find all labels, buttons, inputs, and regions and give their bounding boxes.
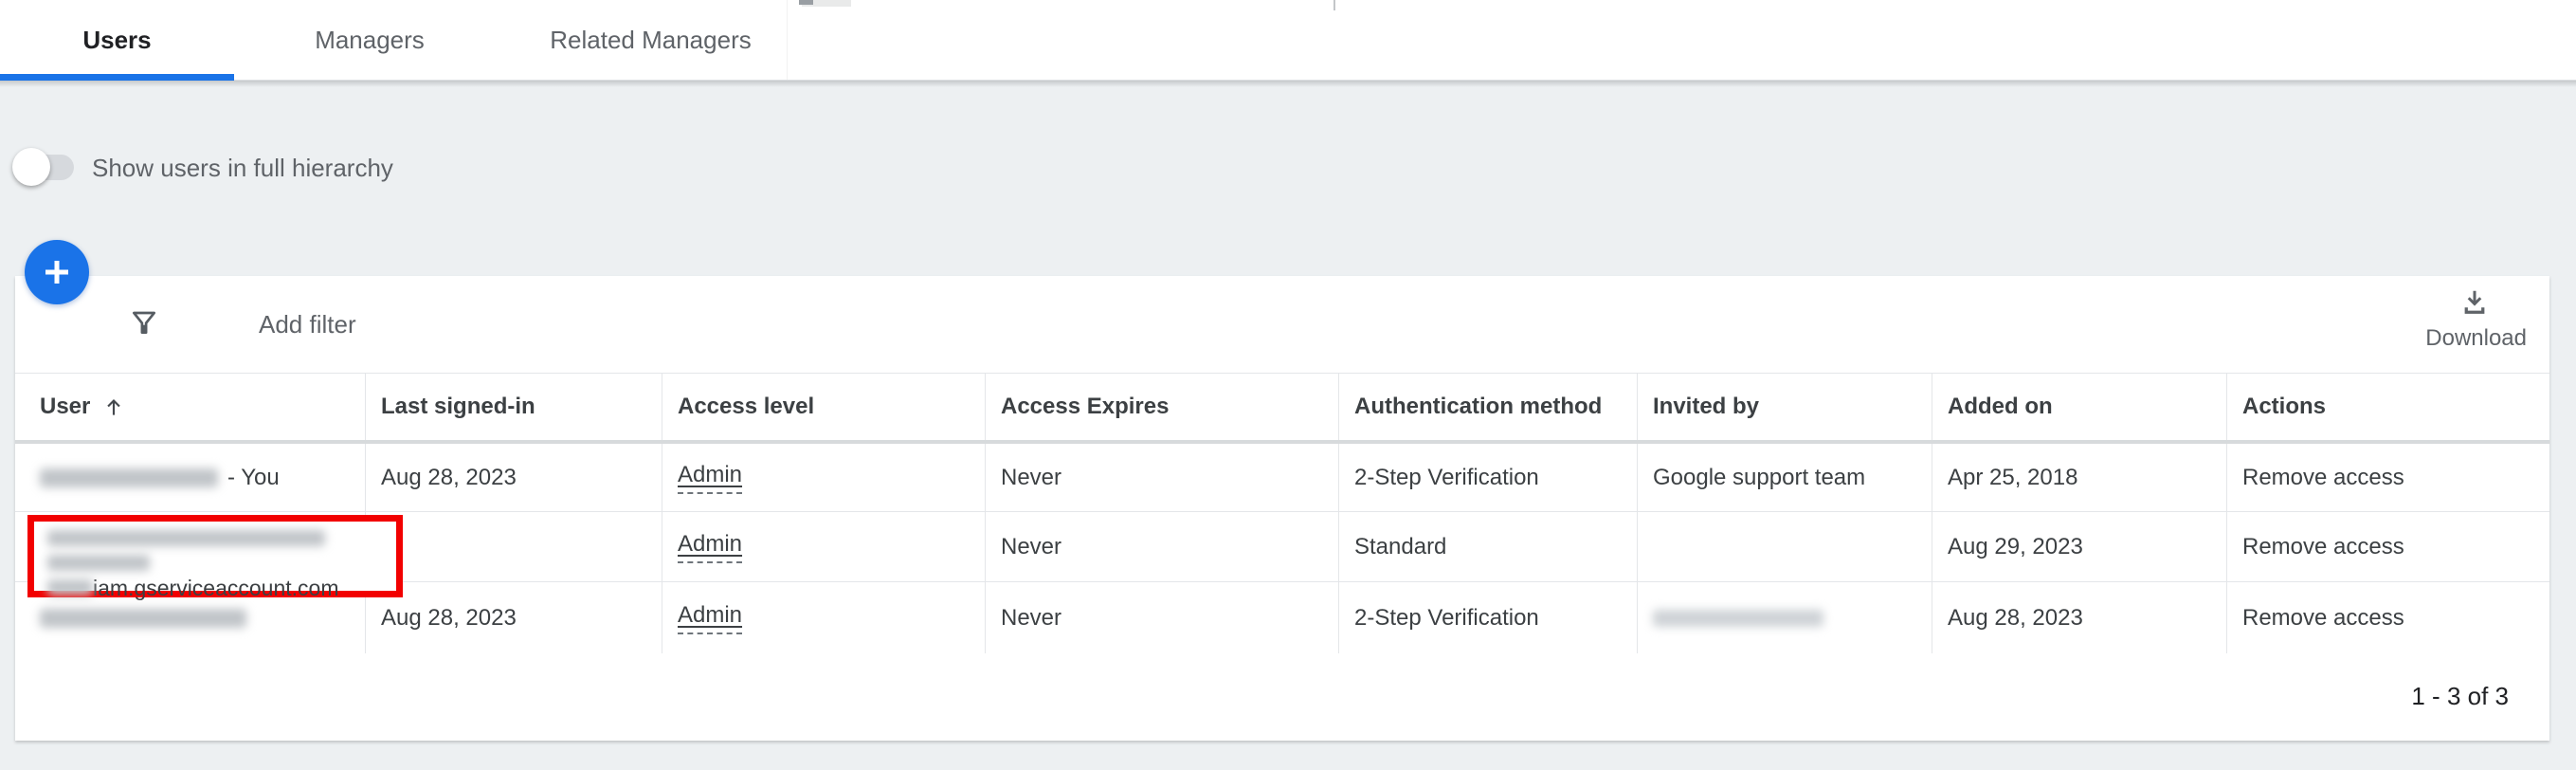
- actions-cell: Remove access: [2226, 512, 2549, 581]
- plus-icon: [45, 261, 68, 284]
- tab-related-managers[interactable]: Related Managers: [505, 0, 796, 80]
- auth-method-cell: 2-Step Verification: [1338, 444, 1637, 511]
- added-on-cell: Aug 29, 2023: [1932, 512, 2226, 581]
- remove-access-button[interactable]: Remove access: [2242, 604, 2404, 631]
- tab-bar-shadow: [0, 81, 2576, 87]
- column-header-auth-method[interactable]: Authentication method: [1338, 374, 1637, 440]
- column-header-added-on[interactable]: Added on: [1932, 374, 2226, 440]
- column-header-invited-by[interactable]: Invited by: [1637, 374, 1932, 440]
- filter-icon[interactable]: [129, 307, 159, 338]
- table-row: Aug 28, 2023 Admin Never 2-Step Verifica…: [15, 581, 2549, 653]
- highlight-red-box: iam.gserviceaccount.com: [27, 515, 403, 600]
- cutoff-element-artifact: [799, 0, 813, 5]
- invited-by-cell: [1637, 582, 1932, 653]
- last-signed-in-cell: Aug 28, 2023: [365, 444, 662, 511]
- pagination-range: 1 - 3 of 3: [2411, 681, 2509, 710]
- column-header-access-expires[interactable]: Access Expires: [985, 374, 1338, 440]
- service-account-domain: iam.gserviceaccount.com: [93, 575, 339, 600]
- auth-method-cell: 2-Step Verification: [1338, 582, 1637, 653]
- redacted-text: [47, 530, 325, 547]
- column-header-last-signed-in[interactable]: Last signed-in: [365, 374, 662, 440]
- tab-managers-label: Managers: [315, 25, 425, 54]
- column-header-user[interactable]: User: [15, 374, 365, 440]
- auth-method-cell: Standard: [1338, 512, 1637, 581]
- access-level-cell: Admin: [662, 444, 985, 511]
- toggle-knob-icon: [12, 148, 50, 186]
- tab-managers[interactable]: Managers: [234, 0, 505, 80]
- user-cell: iam.gserviceaccount.com: [15, 512, 403, 600]
- user-cell: - You: [15, 444, 365, 511]
- actions-cell: Remove access: [2226, 444, 2549, 511]
- download-label: Download: [2425, 325, 2527, 351]
- invited-by-cell: Google support team: [1637, 444, 1932, 511]
- tabs: Users Managers Related Managers: [0, 0, 796, 81]
- access-level-link[interactable]: Admin: [678, 602, 743, 634]
- table-header-row: User Last signed-in Access level Access …: [15, 373, 2549, 444]
- tab-bar: Users Managers Related Managers: [0, 0, 2576, 81]
- access-level-link[interactable]: Admin: [678, 462, 743, 494]
- last-signed-in-cell: [365, 512, 662, 581]
- table-row: iam.gserviceaccount.com Admin Never Stan…: [15, 511, 2549, 600]
- column-header-actions: Actions: [2226, 374, 2549, 440]
- tab-users-label: Users: [82, 25, 152, 54]
- hierarchy-toggle-switch[interactable]: [12, 148, 74, 186]
- redacted-text: [47, 555, 150, 572]
- user-cell: [15, 582, 365, 653]
- users-table-card: Add filter Download User Last signed-in …: [15, 276, 2549, 741]
- redacted-email: [40, 468, 218, 487]
- tab-users[interactable]: Users: [0, 0, 234, 81]
- table-row: - You Aug 28, 2023 Admin Never 2-Step Ve…: [15, 444, 2549, 511]
- access-level-cell: Admin: [662, 582, 985, 653]
- access-expires-cell: Never: [985, 444, 1338, 511]
- cutoff-element-artifact: [1333, 0, 1335, 10]
- download-icon: [2464, 290, 2485, 314]
- panel-edge-artifact: [787, 0, 788, 80]
- sort-ascending-icon[interactable]: [101, 394, 126, 419]
- cutoff-element-artifact: [802, 0, 851, 7]
- remove-access-button[interactable]: Remove access: [2242, 464, 2404, 490]
- add-filter-button[interactable]: Add filter: [259, 309, 356, 339]
- access-level-cell: Admin: [662, 512, 985, 581]
- added-on-cell: Aug 28, 2023: [1932, 582, 2226, 653]
- active-tab-indicator: [0, 74, 234, 81]
- user-you-suffix: - You: [227, 464, 280, 490]
- last-signed-in-cell: Aug 28, 2023: [365, 582, 662, 653]
- invited-by-cell: [1637, 512, 1932, 581]
- added-on-cell: Apr 25, 2018: [1932, 444, 2226, 511]
- remove-access-button[interactable]: Remove access: [2242, 533, 2404, 559]
- redacted-email: [1653, 609, 1823, 627]
- filter-bar: Add filter Download: [15, 276, 2549, 373]
- add-user-button[interactable]: [25, 240, 89, 304]
- access-level-link[interactable]: Admin: [678, 531, 743, 563]
- tab-related-managers-label: Related Managers: [550, 25, 752, 54]
- table-footer: 1 - 3 of 3: [15, 653, 2549, 739]
- access-expires-cell: Never: [985, 582, 1338, 653]
- column-header-access-level[interactable]: Access level: [662, 374, 985, 440]
- access-expires-cell: Never: [985, 512, 1338, 581]
- download-button[interactable]: Download: [2404, 287, 2527, 363]
- actions-cell: Remove access: [2226, 582, 2549, 653]
- redacted-text: [47, 579, 93, 596]
- hierarchy-toggle-label: Show users in full hierarchy: [92, 153, 393, 182]
- redacted-email: [40, 608, 246, 628]
- hierarchy-toggle-row: Show users in full hierarchy: [0, 142, 758, 199]
